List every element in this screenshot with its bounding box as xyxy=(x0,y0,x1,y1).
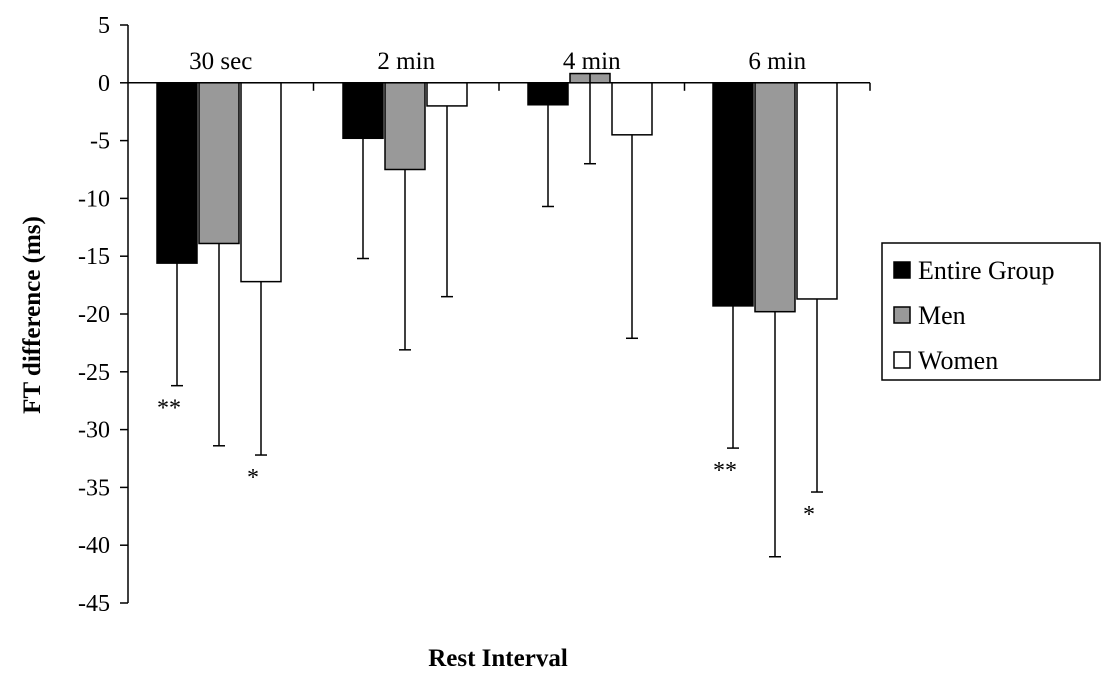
legend-label: Entire Group xyxy=(918,256,1054,285)
bar xyxy=(384,82,426,171)
y-tick-label: -15 xyxy=(78,244,110,270)
plot-area: 5 0 -5 -10 -15 -20 -25 -30 -35 -40 -45 30 sec 2 min 4… xyxy=(78,13,1101,617)
y-tick-label: -45 xyxy=(78,591,110,617)
bar xyxy=(156,82,198,264)
significance-mark: ** xyxy=(713,458,737,484)
y-tick-label: -20 xyxy=(78,302,110,328)
legend-swatch xyxy=(893,351,911,369)
category-label: 2 min xyxy=(377,48,435,75)
bar xyxy=(426,82,468,107)
y-tick-label: -40 xyxy=(78,533,110,559)
bar xyxy=(796,82,838,300)
y-tick-label: -10 xyxy=(78,186,110,212)
category-label: 6 min xyxy=(748,48,806,75)
legend-swatch xyxy=(893,261,911,279)
legend-box xyxy=(881,242,1101,381)
bar xyxy=(527,82,569,106)
bar xyxy=(198,82,240,245)
y-tick-label: 0 xyxy=(98,71,110,97)
category-label: 30 sec xyxy=(189,48,252,75)
significance-mark: ** xyxy=(157,396,181,422)
legend-swatch xyxy=(893,306,911,324)
significance-mark: * xyxy=(247,465,259,491)
bar xyxy=(754,82,796,313)
y-axis-title: FT difference (ms) xyxy=(19,216,46,414)
y-tick-label: -5 xyxy=(90,129,110,155)
y-tick-label: -35 xyxy=(78,475,110,501)
y-tick-label: -25 xyxy=(78,360,110,386)
significance-mark: * xyxy=(803,502,815,528)
y-tick-label: -30 xyxy=(78,418,110,444)
legend-label: Men xyxy=(918,301,966,330)
category-label: 4 min xyxy=(563,48,621,75)
bar xyxy=(342,82,384,140)
legend-label: Women xyxy=(918,346,998,375)
bar xyxy=(611,82,653,136)
x-axis-title: Rest Interval xyxy=(428,645,568,672)
bar xyxy=(240,82,282,283)
bar xyxy=(712,82,754,307)
y-tick-label: 5 xyxy=(98,13,110,39)
